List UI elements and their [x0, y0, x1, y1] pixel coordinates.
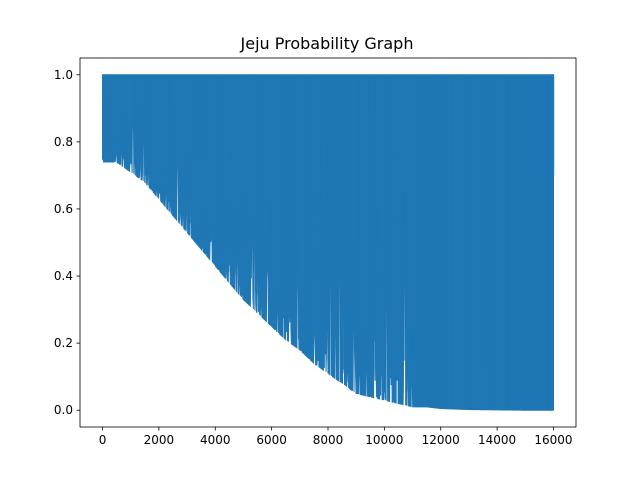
y-tick-label: 0.2 [54, 336, 73, 350]
x-axis: 0 2000 4000 6000 8000 10000 12000 14000 16000 [99, 427, 573, 447]
y-tick-label: 1.0 [54, 68, 73, 82]
x-tick-label: 2000 [144, 433, 175, 447]
plot-frame [79, 57, 577, 428]
x-tick-label: 0 [99, 433, 107, 447]
y-tick-label: 0.4 [54, 269, 73, 283]
x-tick-label: 8000 [313, 433, 344, 447]
plot-series [101, 74, 555, 411]
x-tick-label: 4000 [200, 433, 231, 447]
y-tick-label: 0.0 [54, 403, 73, 417]
y-tick-label: 0.8 [54, 135, 73, 149]
y-tick-label: 0.6 [54, 202, 73, 216]
x-tick-label: 16000 [534, 433, 572, 447]
y-axis: 0.0 0.2 0.4 0.6 0.8 1.0 [54, 68, 80, 417]
x-tick-label: 10000 [365, 433, 403, 447]
x-tick-label: 14000 [478, 433, 516, 447]
chart-title: Jeju Probability Graph [240, 34, 414, 53]
x-tick-label: 12000 [422, 433, 460, 447]
series-band [102, 74, 554, 411]
series-spikes [101, 74, 554, 411]
x-tick-label: 6000 [256, 433, 287, 447]
